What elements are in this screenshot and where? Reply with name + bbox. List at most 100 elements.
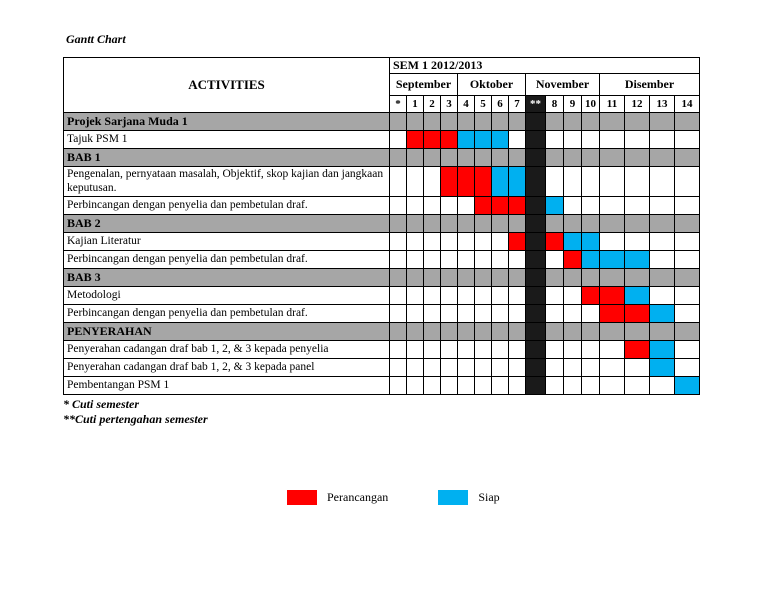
gantt-task-row: Penyerahan cadangan draf bab 1, 2, & 3 k…: [63, 358, 701, 377]
gantt-cell-empty: [581, 376, 600, 395]
gantt-cell-empty: [440, 376, 458, 395]
gantt-cell-empty: [440, 304, 458, 323]
gantt-cell-break: [525, 232, 546, 251]
month-header-november: November: [525, 73, 600, 96]
gantt-cell-planned: [440, 166, 458, 197]
gantt-cell-empty: [673, 196, 701, 215]
gantt-table-head: ACTIVITIES SEM 1 2012/2013 September Oktobe…: [63, 57, 701, 113]
gantt-cell-section: [624, 112, 650, 131]
gantt-cell-section: [423, 148, 441, 167]
gantt-cell-section: [581, 214, 600, 233]
gantt-task-row: Pembentangan PSM 1: [63, 376, 701, 395]
week-header: 1: [406, 95, 424, 113]
gantt-cell-section: [423, 112, 441, 131]
gantt-cell-planned: [599, 286, 625, 305]
gantt-cell-empty: [649, 130, 675, 149]
page-title: Gantt Chart: [66, 32, 126, 46]
gantt-cell-empty: [474, 304, 492, 323]
gantt-cell-empty: [599, 340, 625, 359]
gantt-task-row: Penyerahan cadangan draf bab 1, 2, & 3 k…: [63, 340, 701, 359]
gantt-cell-section: [440, 112, 458, 131]
gantt-cell-empty: [624, 130, 650, 149]
gantt-cell-empty: [508, 340, 526, 359]
gantt-cell-empty: [389, 340, 407, 359]
gantt-cell-planned: [624, 340, 650, 359]
gantt-cell-empty: [389, 232, 407, 251]
gantt-cell-empty: [545, 250, 564, 269]
gantt-cell-planned: [474, 166, 492, 197]
gantt-cell-section: [440, 148, 458, 167]
gantt-cell-empty: [474, 232, 492, 251]
gantt-cell-break: [525, 286, 546, 305]
gantt-cell-break: [525, 250, 546, 269]
gantt-section-row: Projek Sarjana Muda 1: [63, 112, 701, 131]
gantt-cell-empty: [423, 286, 441, 305]
week-header: 6: [491, 95, 509, 113]
legend: Perancangan Siap: [287, 490, 500, 505]
gantt-cell-empty: [581, 166, 600, 197]
gantt-cell-section: [673, 148, 701, 167]
gantt-cell-empty: [491, 286, 509, 305]
gantt-cell-section: [423, 268, 441, 287]
gantt-cell-empty: [491, 340, 509, 359]
gantt-cell-empty: [599, 166, 625, 197]
gantt-cell-empty: [673, 166, 701, 197]
gantt-cell-empty: [545, 304, 564, 323]
month-header-row: September Oktober November Disember: [64, 73, 701, 96]
month-header-disember: Disember: [598, 73, 701, 96]
gantt-cell-break: [525, 148, 546, 167]
gantt-cell-empty: [406, 250, 424, 269]
gantt-cell-section: [457, 112, 475, 131]
gantt-cell-empty: [508, 376, 526, 395]
gantt-cell-section: [389, 268, 407, 287]
gantt-cell-empty: [581, 130, 600, 149]
gantt-cell-empty: [581, 340, 600, 359]
gantt-cell-planned: [406, 130, 424, 149]
gantt-cell-section: [406, 112, 424, 131]
gantt-cell-section: [649, 322, 675, 341]
gantt-cell-section: [599, 112, 625, 131]
gantt-cell-empty: [599, 376, 625, 395]
activity-label: Metodologi: [63, 286, 390, 305]
gantt-cell-section: [423, 214, 441, 233]
gantt-cell-done: [599, 250, 625, 269]
gantt-cell-section: [406, 268, 424, 287]
gantt-cell-break: [525, 130, 546, 149]
gantt-table: ACTIVITIES SEM 1 2012/2013 September Oktobe…: [63, 57, 701, 395]
gantt-cell-planned: [599, 304, 625, 323]
gantt-cell-empty: [406, 232, 424, 251]
gantt-cell-empty: [457, 304, 475, 323]
gantt-cell-section: [624, 214, 650, 233]
gantt-cell-section: [491, 148, 509, 167]
gantt-cell-empty: [474, 250, 492, 269]
gantt-cell-empty: [491, 250, 509, 269]
gantt-cell-section: [440, 268, 458, 287]
gantt-cell-empty: [624, 166, 650, 197]
gantt-task-row: Pengenalan, pernyataan masalah, Objektif…: [63, 166, 701, 197]
gantt-cell-done: [581, 250, 600, 269]
gantt-cell-section: [406, 214, 424, 233]
section-label: BAB 3: [63, 268, 390, 287]
gantt-cell-empty: [423, 166, 441, 197]
gantt-cell-section: [508, 214, 526, 233]
gantt-cell-empty: [673, 232, 701, 251]
legend-label-siap: Siap: [478, 490, 500, 504]
gantt-cell-empty: [457, 286, 475, 305]
gantt-cell-empty: [474, 376, 492, 395]
gantt-section-row: BAB 1: [63, 148, 701, 167]
gantt-cell-empty: [545, 130, 564, 149]
gantt-cell-empty: [491, 376, 509, 395]
gantt-cell-planned: [563, 250, 582, 269]
gantt-cell-empty: [440, 286, 458, 305]
gantt-cell-empty: [508, 130, 526, 149]
gantt-cell-section: [457, 268, 475, 287]
gantt-cell-break: [525, 214, 546, 233]
gantt-cell-planned: [440, 130, 458, 149]
gantt-cell-empty: [545, 286, 564, 305]
gantt-cell-section: [508, 322, 526, 341]
activity-label: Pembentangan PSM 1: [63, 376, 390, 395]
gantt-cell-section: [389, 148, 407, 167]
gantt-cell-section: [563, 268, 582, 287]
gantt-cell-empty: [508, 304, 526, 323]
